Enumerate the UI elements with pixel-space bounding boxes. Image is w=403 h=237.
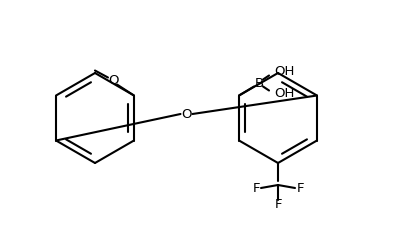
Text: F: F xyxy=(274,199,282,211)
Text: OH: OH xyxy=(274,65,295,78)
Text: OH: OH xyxy=(274,87,295,100)
Text: F: F xyxy=(252,182,260,196)
Text: O: O xyxy=(109,74,119,87)
Text: B: B xyxy=(254,77,264,90)
Text: F: F xyxy=(296,182,304,196)
Text: O: O xyxy=(181,108,192,120)
